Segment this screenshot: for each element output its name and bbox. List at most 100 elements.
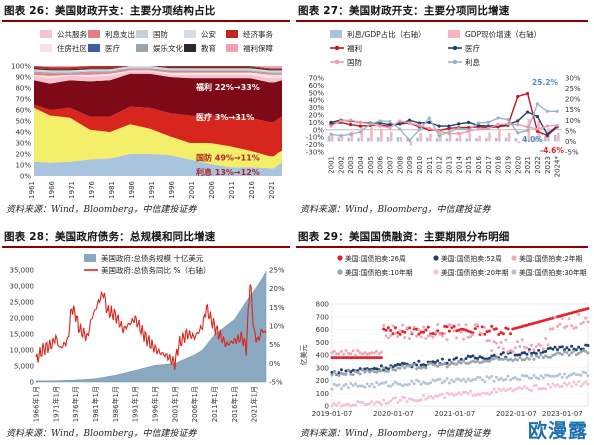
legend-26-r1-1-swatch <box>88 30 100 38</box>
legend-27-defense-label: 国防 <box>347 57 362 67</box>
scatter-point-2 <box>541 347 545 351</box>
scatter-point-3 <box>356 371 360 375</box>
scatter-point-5 <box>377 383 381 387</box>
scatter-point-5 <box>532 373 536 377</box>
scatter-point-5 <box>354 382 357 386</box>
scatter-point-5 <box>478 375 482 379</box>
y-tick-label: 300 <box>316 364 329 372</box>
scatter-point-0 <box>426 325 430 329</box>
scatter-point-5 <box>473 377 477 381</box>
scatter-point-5 <box>558 372 562 376</box>
scatter-point-1 <box>344 369 348 373</box>
y-left-tick-label: 10% <box>308 119 324 127</box>
scatter-point-3 <box>332 370 336 374</box>
scatter-point-3 <box>410 363 414 367</box>
scatter-point-3 <box>478 361 482 365</box>
scatter-point-5 <box>464 380 468 383</box>
scatter-point-0 <box>539 319 543 323</box>
line-point-3-1 <box>339 134 343 138</box>
x-tick-label: 2005 <box>367 156 375 174</box>
scatter-point-2 <box>354 353 357 357</box>
scatter-point-5 <box>368 384 372 388</box>
scatter-point-1 <box>351 368 355 372</box>
scatter-point-4 <box>375 400 379 404</box>
figure-29-source: 资料来源：Wind，Bloomberg，中信建投证券 <box>300 429 491 439</box>
scatter-point-1 <box>473 356 477 360</box>
legend-26-r1-4-swatch <box>226 30 238 38</box>
annotation-defense: 国防 49%→11% <box>196 153 260 163</box>
y-left-tick-label: -20% <box>306 141 324 149</box>
scatter-point-1 <box>379 364 383 368</box>
scatter-point-1 <box>516 353 519 357</box>
scatter-point-5 <box>339 387 343 391</box>
scatter-point-1 <box>337 371 341 375</box>
scatter-point-3 <box>483 359 487 363</box>
scatter-point-0 <box>534 321 538 325</box>
scatter-point-5 <box>520 374 524 377</box>
legend-26-r1-3-swatch <box>184 30 196 38</box>
scatter-point-2 <box>485 339 489 343</box>
scatter-point-4 <box>494 390 498 394</box>
scatter-point-0 <box>382 327 386 331</box>
y-left-tick-label: 0% <box>313 126 324 134</box>
line-point-1-8 <box>407 118 412 122</box>
scatter-point-3 <box>346 369 350 372</box>
line-point-1-15 <box>476 123 481 127</box>
scatter-point-0 <box>565 312 569 316</box>
scatter-point-2 <box>539 344 543 348</box>
scatter-point-4 <box>354 403 357 407</box>
scatter-point-0 <box>518 325 522 329</box>
scatter-point-2 <box>513 346 517 350</box>
scatter-point-2 <box>480 332 484 336</box>
scatter-point-3 <box>412 363 416 367</box>
scatter-point-4 <box>570 384 574 388</box>
y-tick-label: 80% <box>15 85 31 93</box>
scatter-point-3 <box>422 365 426 369</box>
scatter-point-4 <box>382 398 386 402</box>
scatter-point-2 <box>429 334 433 338</box>
scatter-point-1 <box>558 345 562 349</box>
scatter-point-5 <box>560 375 564 379</box>
scatter-point-2 <box>356 349 360 353</box>
scatter-point-2 <box>574 325 578 329</box>
scatter-point-5 <box>553 374 557 378</box>
scatter-point-5 <box>572 371 576 375</box>
scatter-point-0 <box>586 307 590 310</box>
x-tick-label: 1991年1月 <box>131 386 140 422</box>
y-tick-label: 30% <box>15 140 31 148</box>
x-tick-label: 2020 <box>514 156 522 174</box>
scatter-point-4 <box>537 387 541 391</box>
scatter-point-4 <box>422 394 426 397</box>
bar-0-22 <box>544 136 547 142</box>
line-point-2-5 <box>378 124 382 128</box>
line-point-2-1 <box>339 119 343 123</box>
scatter-point-4 <box>365 402 369 406</box>
scatter-point-2 <box>563 326 566 329</box>
scatter-point-1 <box>422 363 426 367</box>
scatter-point-0 <box>424 328 428 332</box>
legend-26-r2-1-label: 医疗 <box>105 43 120 53</box>
scatter-point-4 <box>403 396 407 400</box>
scatter-point-4 <box>396 401 400 404</box>
scatter-point-3 <box>466 361 470 365</box>
line-point-2-3 <box>358 120 363 124</box>
x-tick-label: 2006 <box>208 180 216 198</box>
area-remainder <box>34 66 282 68</box>
scatter-point-4 <box>452 393 456 397</box>
scatter-point-3 <box>450 360 454 364</box>
scatter-point-4 <box>426 395 430 399</box>
y-tick-label: 0% <box>20 173 31 181</box>
x-tick-label: 1961 <box>28 181 36 199</box>
scatter-point-1 <box>525 352 529 356</box>
y-right-tick-label: 5% <box>565 127 576 135</box>
scatter-point-5 <box>391 382 395 386</box>
scatter-point-1 <box>530 351 534 355</box>
scatter-point-5 <box>556 374 559 378</box>
scatter-point-1 <box>445 361 449 365</box>
scatter-point-1 <box>401 361 404 365</box>
scatter-point-4 <box>473 394 477 397</box>
scatter-point-4 <box>541 387 545 390</box>
legend-27-interest-gdp-swatch <box>330 30 342 38</box>
scatter-point-3 <box>375 370 379 374</box>
scatter-point-5 <box>544 373 548 377</box>
